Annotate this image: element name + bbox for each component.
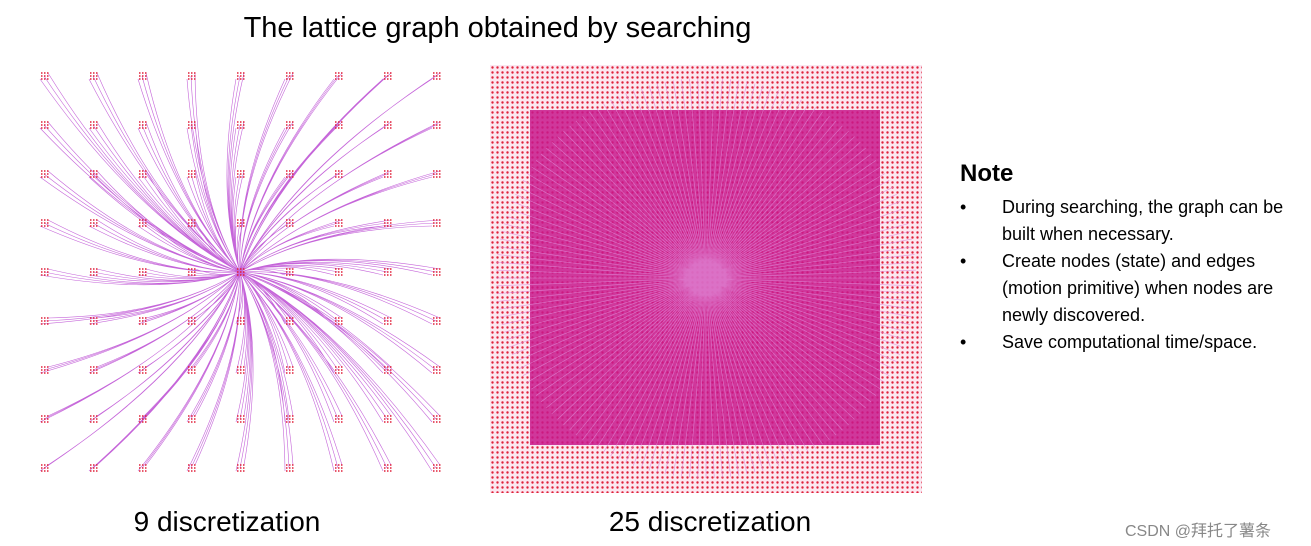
- bullet: During searching, the graph can be built…: [960, 194, 1305, 248]
- bullet: Save computational time/space.: [960, 329, 1305, 356]
- nodes: [41, 72, 441, 472]
- caption: 25 discretization: [608, 506, 812, 537]
- sparse-lattice: [39, 72, 441, 472]
- edges: [496, 78, 916, 478]
- watermark: CSDN @拜托了薯条: [1125, 523, 1272, 540]
- note: Note During searching, the graph can be …: [960, 160, 1305, 356]
- dense-edges: [496, 78, 916, 478]
- title: The lattice graph obtained by searching: [243, 12, 752, 44]
- bullet: Create nodes (state) and edges (motion p…: [960, 248, 1305, 329]
- edges: [39, 72, 441, 472]
- bullet-list: During searching, the graph can be built…: [960, 194, 1305, 356]
- caption: 9 discretization: [133, 506, 321, 537]
- note-heading: Note: [960, 160, 1014, 187]
